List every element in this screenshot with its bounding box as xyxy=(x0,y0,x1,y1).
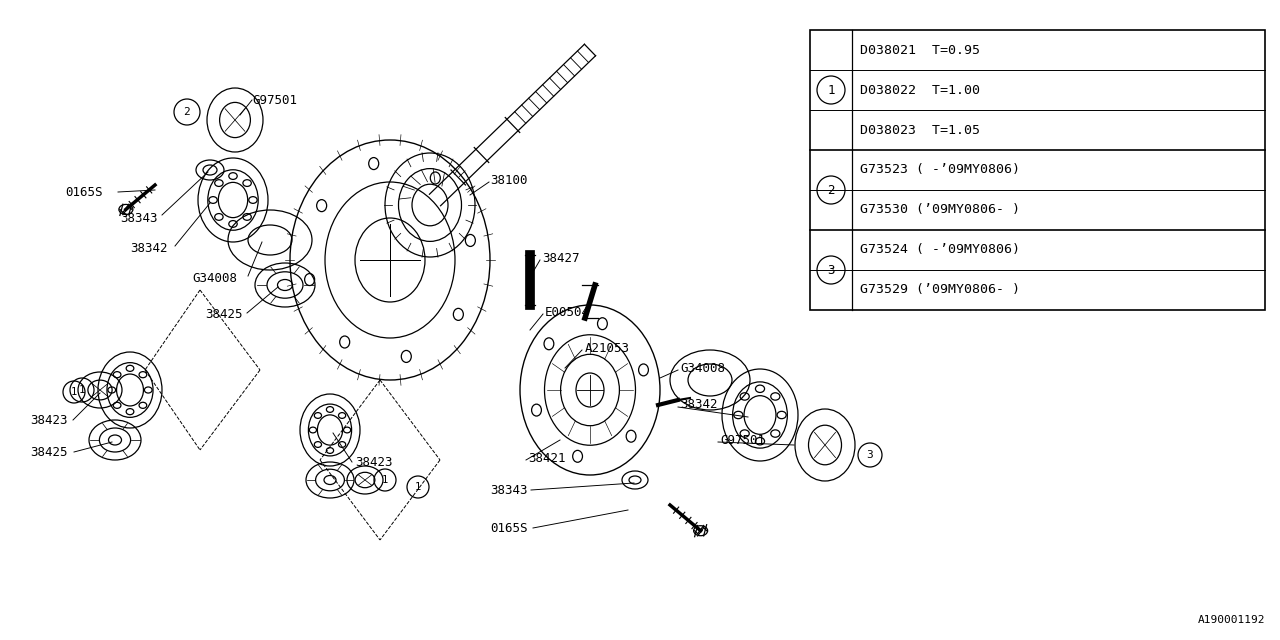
Text: 38342: 38342 xyxy=(131,241,168,255)
Text: G97501: G97501 xyxy=(252,93,297,106)
FancyBboxPatch shape xyxy=(810,30,1265,310)
Text: 3: 3 xyxy=(827,264,835,276)
Text: 1: 1 xyxy=(78,385,86,395)
Text: G34008: G34008 xyxy=(192,271,237,285)
Text: 38425: 38425 xyxy=(205,308,242,321)
Text: 38423: 38423 xyxy=(29,413,68,426)
Text: 38425: 38425 xyxy=(29,445,68,458)
Text: 1: 1 xyxy=(70,387,77,397)
Text: G73524 ( -’09MY0806): G73524 ( -’09MY0806) xyxy=(860,243,1020,257)
Text: D038022  T=1.00: D038022 T=1.00 xyxy=(860,83,980,97)
Text: A190001192: A190001192 xyxy=(1198,615,1265,625)
Text: D038021  T=0.95: D038021 T=0.95 xyxy=(860,44,980,56)
Text: 3: 3 xyxy=(867,450,873,460)
Text: E00504: E00504 xyxy=(545,305,590,319)
Text: 38421: 38421 xyxy=(529,451,566,465)
Text: G34008: G34008 xyxy=(680,362,724,374)
Text: G73523 ( -’09MY0806): G73523 ( -’09MY0806) xyxy=(860,163,1020,177)
Text: G97501: G97501 xyxy=(719,433,765,447)
Text: 1: 1 xyxy=(381,475,388,485)
Text: G73530 (’09MY0806- ): G73530 (’09MY0806- ) xyxy=(860,204,1020,216)
Text: 38342: 38342 xyxy=(680,399,718,412)
Text: 2: 2 xyxy=(827,184,835,196)
Text: 38427: 38427 xyxy=(541,252,580,264)
Text: 1: 1 xyxy=(827,83,835,97)
Text: 1: 1 xyxy=(415,482,421,492)
Text: 0165S: 0165S xyxy=(490,522,527,534)
Text: 38343: 38343 xyxy=(120,211,157,225)
Text: 38100: 38100 xyxy=(490,173,527,186)
Text: 38423: 38423 xyxy=(355,456,393,468)
Text: G73529 (’09MY0806- ): G73529 (’09MY0806- ) xyxy=(860,284,1020,296)
Text: D038023  T=1.05: D038023 T=1.05 xyxy=(860,124,980,136)
Text: 0165S: 0165S xyxy=(65,186,102,198)
Text: 2: 2 xyxy=(183,107,191,117)
Text: 38343: 38343 xyxy=(490,483,527,497)
Text: A21053: A21053 xyxy=(585,342,630,355)
